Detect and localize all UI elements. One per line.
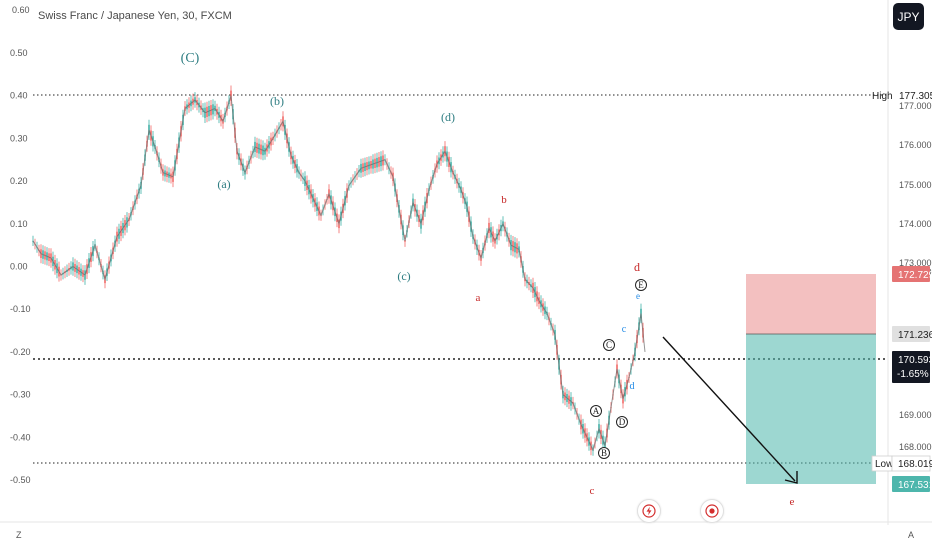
entry-level-badge: 171.236 — [892, 326, 932, 342]
wave-label: b — [501, 194, 507, 206]
right-axis-tick: 175.000 — [899, 180, 932, 190]
wave-label: C — [606, 340, 612, 350]
wave-label: e — [636, 291, 640, 301]
wave-label: (C) — [181, 51, 200, 66]
currency-button[interactable]: JPY — [893, 3, 924, 30]
wave-label-circle — [603, 339, 615, 351]
left-corner-label[interactable]: Z — [16, 530, 22, 540]
right-axis-tick: 169.000 — [899, 410, 932, 420]
projection-arrow[interactable] — [662, 336, 796, 482]
left-axis-tick: -0.50 — [10, 475, 31, 485]
stop-level-badge: 172.729 — [892, 266, 932, 282]
wave-label-circle — [598, 447, 610, 459]
target-level-value: 167.531 — [898, 480, 932, 491]
right-axis-tick: 173.000 — [899, 258, 932, 268]
target-level-badge: 167.531 — [892, 476, 932, 492]
price-path — [32, 95, 646, 452]
current-price-change: -1.65% — [897, 369, 929, 380]
high-text: High — [872, 91, 893, 102]
entry-level-value: 171.236 — [898, 330, 932, 341]
low-text: Low — [875, 459, 894, 470]
wave-label: d — [634, 260, 640, 274]
flash-icon — [642, 504, 656, 518]
wave-label: (d) — [441, 110, 455, 124]
left-axis-tick: 0.30 — [10, 133, 28, 143]
right-corner-label[interactable]: A — [908, 530, 915, 540]
record-icon — [705, 504, 719, 518]
wave-label: A — [593, 406, 600, 416]
left-axis: 0.60 0.50 0.40 0.30 0.20 0.10 0.00 -0.10 -0.20 -0… — [10, 5, 31, 485]
wave-label: d — [630, 381, 635, 392]
flash-button[interactable] — [637, 499, 661, 523]
wave-label: E — [638, 280, 644, 290]
wave-label: a — [476, 292, 481, 304]
wave-label: D — [619, 417, 626, 427]
wave-label: c — [590, 485, 595, 497]
current-price-badge: 170.593 -1.65% — [892, 351, 932, 383]
record-button[interactable] — [700, 499, 724, 523]
high-value: 177.305 — [899, 91, 932, 102]
projection-arrow-head — [784, 471, 798, 484]
right-axis-tick: 177.000 — [899, 101, 932, 111]
stop-loss-zone[interactable] — [746, 274, 876, 334]
wave-label-circle — [616, 416, 628, 428]
take-profit-zone[interactable] — [746, 334, 876, 484]
left-axis-tick: 0.20 — [10, 176, 28, 186]
high-label: High 177.305 — [872, 91, 932, 102]
right-axis-tick: 168.000 — [899, 442, 932, 452]
right-axis-tick: 176.000 — [899, 140, 932, 150]
left-axis-tick: 0.00 — [10, 262, 28, 272]
wave-label: c — [622, 324, 627, 335]
wave-label-circle — [590, 405, 602, 417]
low-value: 168.019 — [898, 459, 932, 470]
left-axis-tick: -0.30 — [10, 390, 31, 400]
wave-label: e — [790, 496, 795, 508]
chart-title: Swiss Franc / Japanese Yen, 30, FXCM — [38, 10, 232, 22]
left-axis-tick: 0.60 — [12, 5, 30, 15]
current-price-value: 170.593 — [898, 355, 932, 366]
left-axis-tick: 0.10 — [10, 219, 28, 229]
left-axis-tick: -0.20 — [10, 347, 31, 357]
left-axis-tick: -0.10 — [10, 304, 31, 314]
stop-level-value: 172.729 — [898, 270, 932, 281]
wave-label: (c) — [397, 269, 410, 283]
wave-label: (a) — [217, 177, 230, 191]
low-label: Low 168.019 — [871, 455, 932, 472]
wave-label-circle — [635, 279, 647, 291]
left-axis-tick: -0.40 — [10, 432, 31, 442]
right-axis-tick: 174.000 — [899, 219, 932, 229]
left-axis-tick: 0.40 — [10, 91, 28, 101]
wave-label: B — [601, 448, 607, 458]
wave-label: (b) — [270, 94, 284, 108]
wave-labels: (C) (b) (d) (a) (c) a b c d e A B C D Ec d e — [181, 51, 795, 508]
left-axis-tick: 0.50 — [10, 48, 28, 58]
